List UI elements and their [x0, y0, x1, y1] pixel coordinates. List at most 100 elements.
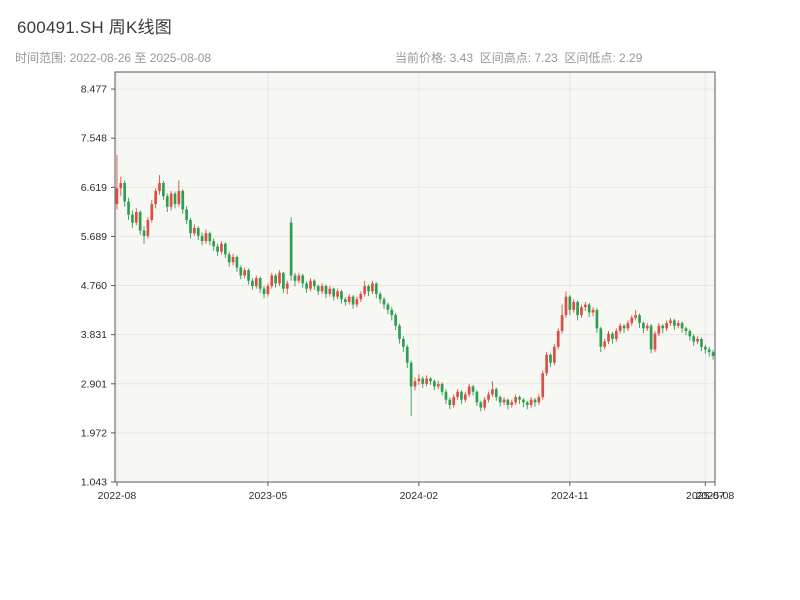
candle-body: [413, 381, 417, 387]
candle-body: [684, 328, 688, 331]
candle-body: [456, 391, 459, 398]
candle-body: [165, 196, 169, 207]
candle-body: [193, 227, 196, 234]
candle-body: [475, 391, 479, 403]
y-tick-label: 3.831: [81, 329, 107, 341]
candle-body: [417, 378, 421, 382]
candle-body: [146, 219, 150, 236]
candle-body: [541, 373, 545, 398]
candle-body: [471, 386, 475, 392]
candle-body: [239, 267, 243, 276]
y-tick-label: 7.548: [81, 133, 107, 145]
candle-body: [285, 283, 289, 289]
candle-body: [316, 286, 320, 292]
candle-body: [491, 389, 494, 395]
candle-body: [696, 338, 699, 342]
candle-body: [251, 280, 254, 287]
candle-body: [487, 394, 490, 400]
candle-body: [642, 323, 645, 329]
plot-background: [115, 72, 715, 482]
candle-body: [340, 291, 343, 300]
candle-body: [591, 309, 595, 313]
candle-body: [150, 204, 154, 220]
candle-body: [169, 193, 173, 207]
candle-body: [297, 275, 301, 281]
candle-body: [247, 270, 250, 281]
y-tick-label: 8.477: [81, 84, 107, 96]
y-tick-label: 2.901: [81, 378, 107, 390]
candle-body: [607, 333, 610, 342]
candle-body: [483, 399, 487, 408]
candle-body: [142, 230, 146, 236]
candle-body: [522, 399, 525, 403]
candle-body: [185, 209, 188, 220]
candle-body: [305, 283, 308, 289]
candle-body: [711, 352, 715, 356]
candle-body: [595, 309, 599, 329]
candle-body: [498, 397, 502, 403]
candle-body: [177, 190, 181, 205]
candle-body: [332, 288, 336, 297]
page-title: 600491.SH 周K线图: [17, 18, 172, 37]
candle-body: [576, 301, 579, 316]
axes-border: [114, 71, 716, 483]
candle-body: [208, 233, 212, 242]
candle-body: [363, 286, 367, 294]
candle-body: [293, 275, 297, 281]
candle-body: [444, 391, 448, 400]
candle-body: [603, 341, 607, 347]
candle-body: [657, 325, 661, 334]
candle-body: [309, 280, 312, 289]
candle-body: [479, 402, 483, 408]
candle-body: [313, 280, 316, 287]
y-tick-label: 1.972: [81, 427, 107, 439]
candle-body: [220, 243, 223, 252]
candle-body: [460, 391, 463, 400]
candle-body: [390, 309, 394, 316]
candle-body: [278, 272, 281, 284]
candle-body: [564, 296, 568, 316]
y-tick-label: 5.689: [81, 231, 107, 243]
candle-body: [409, 362, 413, 387]
candle-body: [324, 286, 328, 294]
candle-body: [665, 323, 668, 329]
candle-body: [463, 394, 467, 400]
candle-body: [587, 304, 591, 313]
candle-body: [433, 381, 436, 387]
candle-body: [545, 354, 548, 374]
candle-body: [502, 399, 506, 403]
candle-body: [328, 288, 332, 294]
candle-body: [127, 201, 130, 215]
candle-body: [216, 246, 219, 252]
y-tick-label: 4.760: [81, 280, 107, 292]
candle-body: [359, 293, 363, 300]
x-tick-label: 2024-02: [400, 490, 439, 502]
candle-body: [669, 320, 672, 324]
x-tick-label: 2024-11: [551, 490, 589, 502]
candle-body: [258, 278, 262, 289]
candle-body: [262, 288, 266, 294]
x-tick-label: 2025-07: [686, 490, 725, 502]
candle-body: [223, 243, 227, 255]
candle-body: [580, 307, 583, 316]
candle-body: [506, 399, 510, 405]
candle-body: [154, 190, 157, 205]
candle-body: [560, 315, 564, 331]
candle-body: [514, 397, 517, 403]
candle-body: [634, 315, 637, 318]
candle-body: [556, 330, 560, 347]
candle-body: [680, 323, 684, 329]
candle-body: [692, 336, 696, 342]
candle-body: [119, 182, 123, 189]
y-tick-label: 6.619: [81, 182, 107, 194]
candle-body: [394, 315, 397, 326]
candle-body: [448, 399, 452, 405]
candle-body: [425, 378, 428, 384]
candle-body: [212, 241, 216, 247]
candle-body: [622, 325, 626, 329]
candle-body: [700, 338, 703, 347]
candle-body: [347, 296, 351, 302]
candle-body: [115, 188, 119, 205]
candle-body: [371, 283, 374, 292]
